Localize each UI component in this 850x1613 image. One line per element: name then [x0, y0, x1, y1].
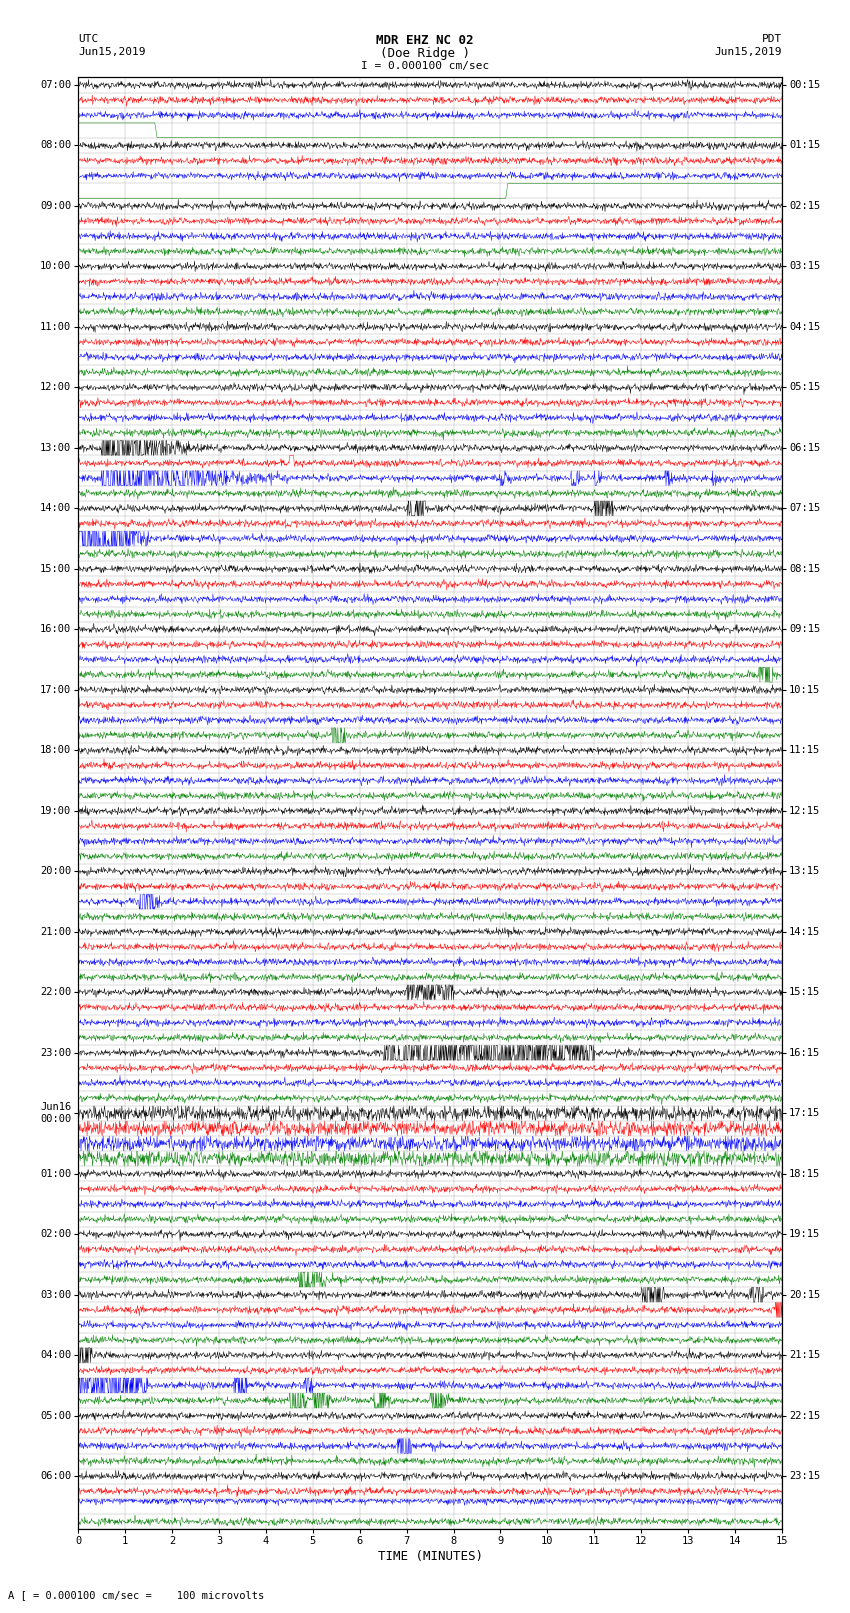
X-axis label: TIME (MINUTES): TIME (MINUTES): [377, 1550, 483, 1563]
Text: I = 0.000100 cm/sec: I = 0.000100 cm/sec: [361, 61, 489, 71]
Text: Jun15,2019: Jun15,2019: [78, 47, 145, 56]
Text: (Doe Ridge ): (Doe Ridge ): [380, 47, 470, 60]
Text: MDR EHZ NC 02: MDR EHZ NC 02: [377, 34, 473, 47]
Text: PDT: PDT: [762, 34, 782, 44]
Text: UTC: UTC: [78, 34, 99, 44]
Text: Jun15,2019: Jun15,2019: [715, 47, 782, 56]
Text: A [ = 0.000100 cm/sec =    100 microvolts: A [ = 0.000100 cm/sec = 100 microvolts: [8, 1590, 264, 1600]
